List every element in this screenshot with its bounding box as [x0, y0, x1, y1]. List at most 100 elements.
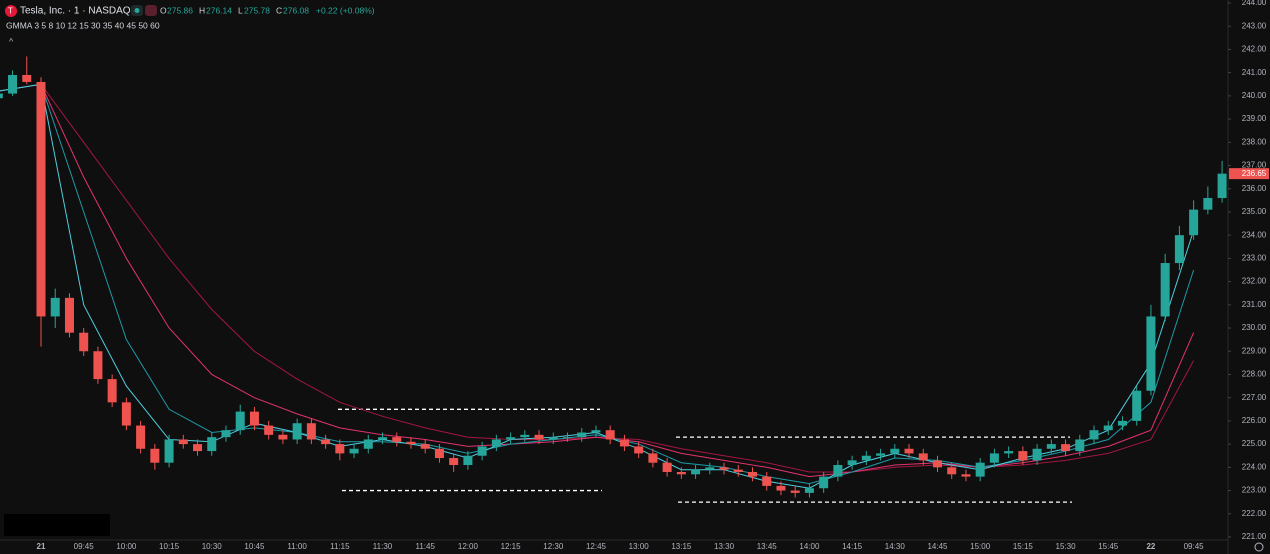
- symbol: Tesla, Inc. · 1 · NASDAQ: [20, 6, 131, 17]
- y-tick-label: 225.00: [1242, 439, 1267, 448]
- x-tick-label: 12:00: [458, 542, 479, 551]
- candle-body: [178, 439, 188, 445]
- x-tick-label: 12:45: [586, 542, 607, 551]
- y-tick-label: 229.00: [1242, 346, 1267, 355]
- candle-body: [164, 439, 174, 463]
- x-tick-label: 15:15: [1013, 542, 1034, 551]
- x-tick-label: 10:00: [116, 542, 137, 551]
- candle-body: [136, 425, 146, 449]
- y-tick-label: 226.00: [1242, 416, 1267, 425]
- candle-body: [719, 467, 729, 470]
- candle-body: [321, 439, 331, 445]
- plot-area: [0, 56, 1227, 503]
- y-tick-label: 230.00: [1242, 323, 1267, 332]
- candle-body: [1203, 198, 1213, 210]
- candle-body: [1132, 390, 1142, 421]
- candle-body: [378, 437, 388, 440]
- x-tick-label: 15:00: [970, 542, 991, 551]
- y-tick-label: 242.00: [1242, 45, 1267, 54]
- candle-body: [1004, 451, 1014, 454]
- y-tick-label: 227.00: [1242, 393, 1267, 402]
- candle-body: [1061, 444, 1071, 452]
- collapse-button[interactable]: ^: [9, 36, 14, 46]
- axes: 244.00 243.00 242.00 241.00 240.00 239.00 238.…: [37, 0, 1269, 551]
- candle-body: [748, 471, 757, 477]
- x-tick-label: 22: [1146, 542, 1155, 551]
- quote-key: O: [160, 5, 167, 15]
- x-tick-label: 14:45: [927, 542, 948, 551]
- y-tick-label: 221.00: [1242, 532, 1267, 541]
- x-tick-label: 11:00: [287, 542, 307, 551]
- candle-body: [107, 379, 117, 403]
- candle-body: [491, 439, 501, 447]
- x-tick-label: 15:30: [1056, 542, 1077, 551]
- candle-body: [1189, 209, 1199, 236]
- candle-body: [932, 460, 942, 468]
- candle-body: [762, 476, 772, 486]
- x-tick-label: 12:15: [501, 542, 522, 551]
- candle-body: [890, 448, 900, 454]
- candle-body: [207, 437, 217, 452]
- x-tick-label: 09:45: [1184, 542, 1205, 551]
- quote-value: 275.86: [167, 5, 193, 15]
- y-tick-label: 240.00: [1242, 91, 1267, 100]
- candle-body: [534, 434, 544, 440]
- y-tick-label: 238.00: [1242, 137, 1267, 146]
- quote-value: 276.14: [206, 5, 232, 15]
- price-tag: [1229, 168, 1269, 180]
- candle-body: [392, 437, 402, 442]
- y-tick-label: 228.00: [1242, 370, 1267, 379]
- x-tick-label: 14:30: [885, 542, 906, 551]
- candle-body: [249, 411, 259, 426]
- quote-value: 275.78: [244, 5, 270, 15]
- y-tick-label: 244.00: [1242, 0, 1267, 7]
- x-tick-label: 11:30: [373, 542, 393, 551]
- quote-value: 276.08: [283, 5, 309, 15]
- y-tick-label: 235.00: [1242, 207, 1267, 216]
- candle-body: [1089, 430, 1099, 440]
- x-tick-label: 12:30: [543, 542, 564, 551]
- quote-key: L: [238, 5, 243, 15]
- candle-body: [876, 453, 886, 456]
- candle-body: [819, 476, 829, 489]
- candle-body: [1174, 235, 1184, 264]
- y-tick-label: 241.00: [1242, 68, 1267, 77]
- candle-body: [591, 430, 601, 433]
- candle-body: [1018, 451, 1028, 461]
- candle-body: [861, 455, 871, 461]
- settings-button[interactable]: [1254, 542, 1264, 552]
- candle-body: [0, 93, 3, 99]
- candle-body: [733, 469, 743, 472]
- candle-body: [520, 434, 530, 438]
- quote-key: H: [199, 5, 205, 15]
- candle-body: [1032, 448, 1042, 461]
- candle-body: [548, 437, 558, 440]
- x-tick-label: 09:45: [74, 542, 95, 551]
- quote-key: C: [276, 5, 282, 15]
- candle-body: [662, 462, 672, 472]
- candle-body: [1075, 439, 1085, 452]
- x-tick-label: 13:15: [671, 542, 692, 551]
- candle-body: [36, 81, 46, 317]
- candle-body: [989, 453, 999, 463]
- y-tick-label: 243.00: [1242, 21, 1267, 30]
- candle-body: [563, 437, 573, 439]
- x-tick-label: 14:15: [842, 542, 863, 551]
- overlay-box: [4, 514, 110, 536]
- candle-body: [1217, 173, 1227, 199]
- menu-icon[interactable]: [145, 5, 157, 16]
- candle-body: [121, 402, 131, 426]
- price-tag-label: 236.65: [1242, 169, 1267, 178]
- candle-body: [93, 351, 103, 380]
- y-tick-label: 236.00: [1242, 184, 1267, 193]
- y-tick-label: 233.00: [1242, 254, 1267, 263]
- candle-body: [904, 448, 914, 454]
- candle-body: [335, 444, 345, 454]
- candle-body: [363, 439, 373, 449]
- candle-body: [150, 448, 160, 463]
- candle-body: [847, 460, 857, 466]
- y-tick-label: 224.00: [1242, 462, 1267, 471]
